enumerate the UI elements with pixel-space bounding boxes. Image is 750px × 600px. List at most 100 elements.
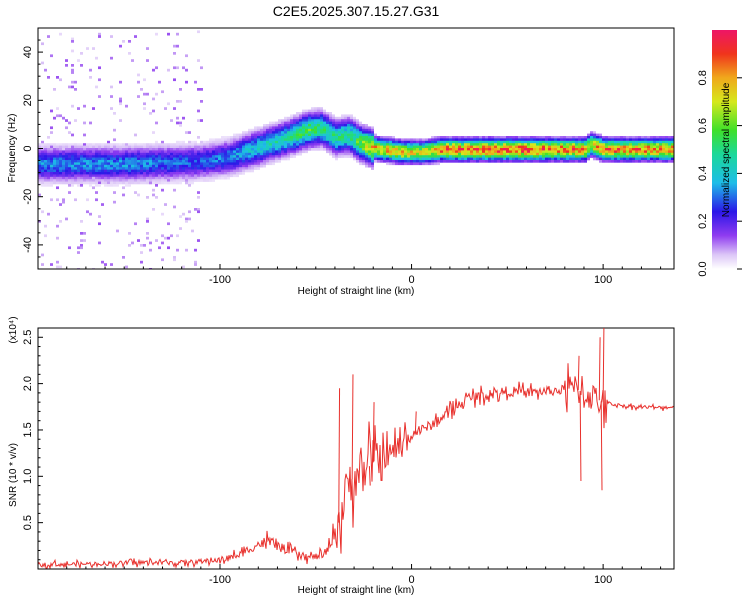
spectrogram-cell bbox=[194, 164, 197, 168]
spectrogram-cell bbox=[83, 169, 86, 173]
spectrogram-cell bbox=[305, 133, 308, 137]
spectrogram-cell bbox=[233, 157, 236, 161]
spectrogram-cell bbox=[494, 160, 497, 163]
spectrogram-cell bbox=[368, 128, 371, 132]
spectrogram-cell bbox=[95, 164, 98, 168]
spectrogram-cell bbox=[182, 169, 185, 173]
spectrogram-cell bbox=[314, 143, 317, 146]
spectrogram-cell bbox=[86, 47, 89, 50]
spectrogram-cell bbox=[638, 152, 641, 156]
spectrogram-cell bbox=[443, 143, 446, 146]
spectrogram-cell bbox=[614, 138, 617, 142]
spectrogram-cell bbox=[494, 143, 497, 146]
spectrogram-cell bbox=[605, 138, 608, 142]
spectrogram-cell bbox=[341, 133, 344, 137]
spectrogram-cell bbox=[260, 148, 263, 151]
spectrogram-cell bbox=[602, 152, 605, 156]
spectrogram-cell bbox=[143, 107, 146, 110]
spectrogram-cell bbox=[233, 143, 236, 146]
spectrogram-cell bbox=[161, 176, 164, 180]
spectrogram-cell bbox=[128, 172, 131, 175]
spectrogram-cell bbox=[164, 157, 167, 161]
spectrogram-cell bbox=[485, 145, 488, 149]
spectrogram-cell bbox=[179, 164, 182, 168]
spectrogram-cell bbox=[266, 155, 269, 158]
spectrogram-cell bbox=[602, 155, 605, 158]
spectrogram-cell bbox=[359, 145, 362, 149]
spectrogram-cell bbox=[335, 150, 338, 154]
spectrogram-cell bbox=[89, 174, 92, 178]
spectrogram-cell bbox=[299, 152, 302, 156]
spectrogram-cell bbox=[167, 32, 170, 36]
spectrogram-cell bbox=[566, 143, 569, 146]
spectrogram-cell bbox=[392, 138, 395, 142]
spectrogram-cell bbox=[614, 152, 617, 156]
spectrogram-cell bbox=[176, 167, 179, 170]
spectrogram-cell bbox=[416, 150, 419, 154]
spectrogram-cell bbox=[107, 152, 110, 156]
spectrogram-cell bbox=[140, 88, 143, 91]
spectrogram-cell bbox=[38, 179, 41, 182]
spectrogram-cell bbox=[338, 145, 341, 149]
spectrogram-cell bbox=[533, 148, 536, 151]
spectrogram-cell bbox=[59, 265, 62, 269]
spectrogram-cell bbox=[68, 172, 71, 175]
spectrogram-cell bbox=[167, 143, 170, 146]
spectrogram-cell bbox=[161, 155, 164, 158]
spectrogram-cell bbox=[221, 136, 224, 139]
spectrogram-cell bbox=[317, 114, 320, 118]
spectrogram-cell bbox=[545, 155, 548, 158]
spectrogram-cell bbox=[305, 119, 308, 122]
spectrogram-cell bbox=[245, 143, 248, 146]
spectrogram-cell bbox=[335, 133, 338, 137]
spectrogram-cell bbox=[374, 140, 377, 144]
spectrogram-cell bbox=[155, 148, 158, 151]
spectrogram-cell bbox=[236, 145, 239, 149]
spectrogram-cell bbox=[662, 140, 665, 144]
spectrogram-cell bbox=[545, 140, 548, 144]
spectrogram-cell bbox=[470, 138, 473, 142]
spectrogram-cell bbox=[71, 68, 74, 72]
spectrogram-cell bbox=[614, 160, 617, 163]
spectrogram-cell bbox=[503, 150, 506, 154]
spectrogram-cell bbox=[86, 152, 89, 156]
spectrogram-cell bbox=[137, 80, 140, 84]
spectrogram-cell bbox=[293, 150, 296, 154]
spectrogram-cell bbox=[68, 191, 71, 194]
spectrogram-cell bbox=[569, 160, 572, 163]
spectrogram-cell bbox=[182, 162, 185, 166]
spectrogram-cell bbox=[572, 150, 575, 154]
spectrogram-cell bbox=[347, 136, 350, 139]
spectrogram-cell bbox=[437, 136, 440, 139]
spectrogram-cell bbox=[80, 246, 83, 250]
spectrogram-cell bbox=[140, 152, 143, 156]
spectrogram-cell bbox=[167, 164, 170, 168]
spectrogram-cell bbox=[476, 160, 479, 163]
spectrogram-cell bbox=[164, 107, 167, 110]
spectrogram-cell bbox=[71, 148, 74, 151]
spectrogram-cell bbox=[293, 145, 296, 149]
spectrogram-cell bbox=[596, 152, 599, 156]
spectrogram-cell bbox=[194, 145, 197, 149]
spectrogram-cell bbox=[56, 224, 59, 228]
spectrogram-cell bbox=[314, 136, 317, 139]
spectrogram-cell bbox=[278, 131, 281, 134]
spectrogram-cell bbox=[548, 143, 551, 146]
spectrogram-cell bbox=[593, 133, 596, 137]
spectrogram-cell bbox=[542, 155, 545, 158]
spectrogram-cell bbox=[350, 119, 353, 122]
spectrogram-cell bbox=[356, 126, 359, 130]
spectrogram-cell bbox=[275, 126, 278, 130]
spectrogram-cell bbox=[50, 169, 53, 173]
spectrogram-cell bbox=[458, 145, 461, 149]
spectrogram-cell bbox=[539, 160, 542, 163]
spectrogram-cell bbox=[251, 131, 254, 134]
spectrogram-cell bbox=[116, 174, 119, 178]
spectrogram-cell bbox=[107, 172, 110, 175]
spectrogram-cell bbox=[260, 133, 263, 137]
spectrogram-cell bbox=[416, 140, 419, 144]
spectrogram-cell bbox=[173, 52, 176, 55]
spectrogram-cell bbox=[182, 160, 185, 163]
spectrogram-cell bbox=[50, 184, 53, 187]
spectrogram-cell bbox=[137, 160, 140, 163]
